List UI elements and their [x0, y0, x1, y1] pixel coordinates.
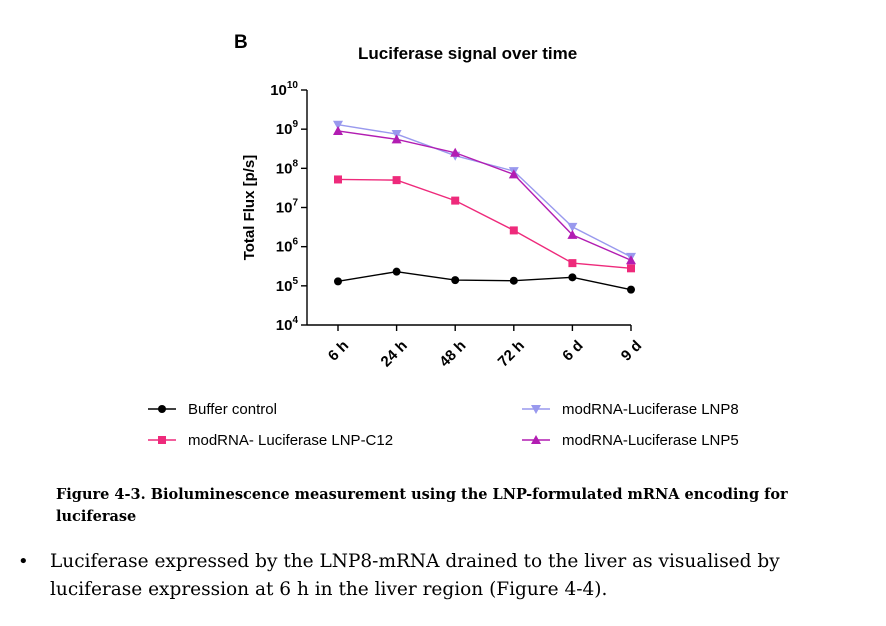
x-tick-label: 9 d: [618, 337, 645, 364]
data-point: [627, 285, 635, 294]
data-point: [333, 125, 343, 135]
legend-item: modRNA-Luciferase LNP5: [522, 432, 739, 449]
bullet-text: Luciferase expressed by the LNP8-mRNA dr…: [50, 551, 780, 600]
x-tick-label: 48 h: [436, 337, 469, 370]
bullet-item: • Luciferase expressed by the LNP8-mRNA …: [18, 548, 868, 604]
y-tick-label: 104: [276, 315, 299, 334]
y-tick-label: 105: [276, 276, 299, 295]
figure-caption: Figure 4-3. Bioluminescence measurement …: [56, 484, 866, 528]
legend-marker: [531, 435, 541, 444]
series-1: [334, 175, 635, 273]
series-0: [334, 267, 635, 294]
legend-marker: [158, 436, 166, 444]
legend-label: modRNA-Luciferase LNP8: [562, 401, 739, 418]
y-axis-label: Total Flux [p/s]: [241, 155, 258, 261]
chart-title: Luciferase signal over time: [358, 44, 578, 63]
data-point: [392, 176, 401, 185]
panel-label: B: [234, 32, 248, 53]
data-point: [391, 134, 402, 144]
data-point: [451, 196, 460, 205]
x-tick-label: 6 h: [325, 337, 352, 364]
series-line: [337, 270, 632, 291]
y-tick-label: 109: [276, 119, 299, 138]
x-tick-label: 72 h: [495, 337, 528, 370]
series-line: [337, 130, 632, 261]
y-tick-label: 107: [276, 198, 299, 217]
data-point: [333, 120, 343, 130]
data-point: [509, 226, 518, 235]
legend-marker: [158, 405, 166, 413]
data-point: [450, 147, 461, 157]
legend-item: modRNA- Luciferase LNP-C12: [148, 432, 393, 449]
data-point: [626, 255, 636, 265]
data-point: [334, 277, 342, 286]
data-point: [334, 175, 342, 184]
x-tick-label: 24 h: [378, 337, 411, 370]
series-line: [337, 178, 632, 270]
data-point: [509, 276, 518, 285]
chart: 104 105 106 107 108 109 1010 Total Flux [p/s] 6 …: [148, 80, 739, 449]
data-point: [392, 267, 401, 276]
data-point: [568, 273, 577, 282]
x-tick-label: 6 d: [559, 337, 586, 364]
legend-item: modRNA-Luciferase LNP8: [522, 401, 739, 418]
y-tick-label: 106: [276, 237, 299, 256]
data-point: [627, 264, 635, 273]
series-2: [333, 120, 636, 262]
legend-item: Buffer control: [148, 401, 277, 418]
legend-label: modRNA-Luciferase LNP5: [562, 432, 739, 449]
caption-number: Figure 4-3.: [56, 486, 146, 503]
data-point: [568, 259, 577, 268]
legend-marker: [531, 405, 541, 414]
legend-label: Buffer control: [188, 401, 277, 418]
data-point: [567, 222, 578, 232]
bullet-icon: •: [18, 551, 29, 572]
legend-label: modRNA- Luciferase LNP-C12: [188, 432, 393, 449]
y-tick-label: 1010: [270, 80, 298, 99]
data-point: [508, 169, 519, 179]
series-line: [337, 124, 632, 258]
y-tick-label: 108: [276, 158, 299, 177]
caption-text: Bioluminescence measurement using the LN…: [56, 486, 788, 525]
data-point: [451, 276, 460, 285]
data-point: [567, 229, 578, 239]
series-3: [333, 125, 636, 265]
